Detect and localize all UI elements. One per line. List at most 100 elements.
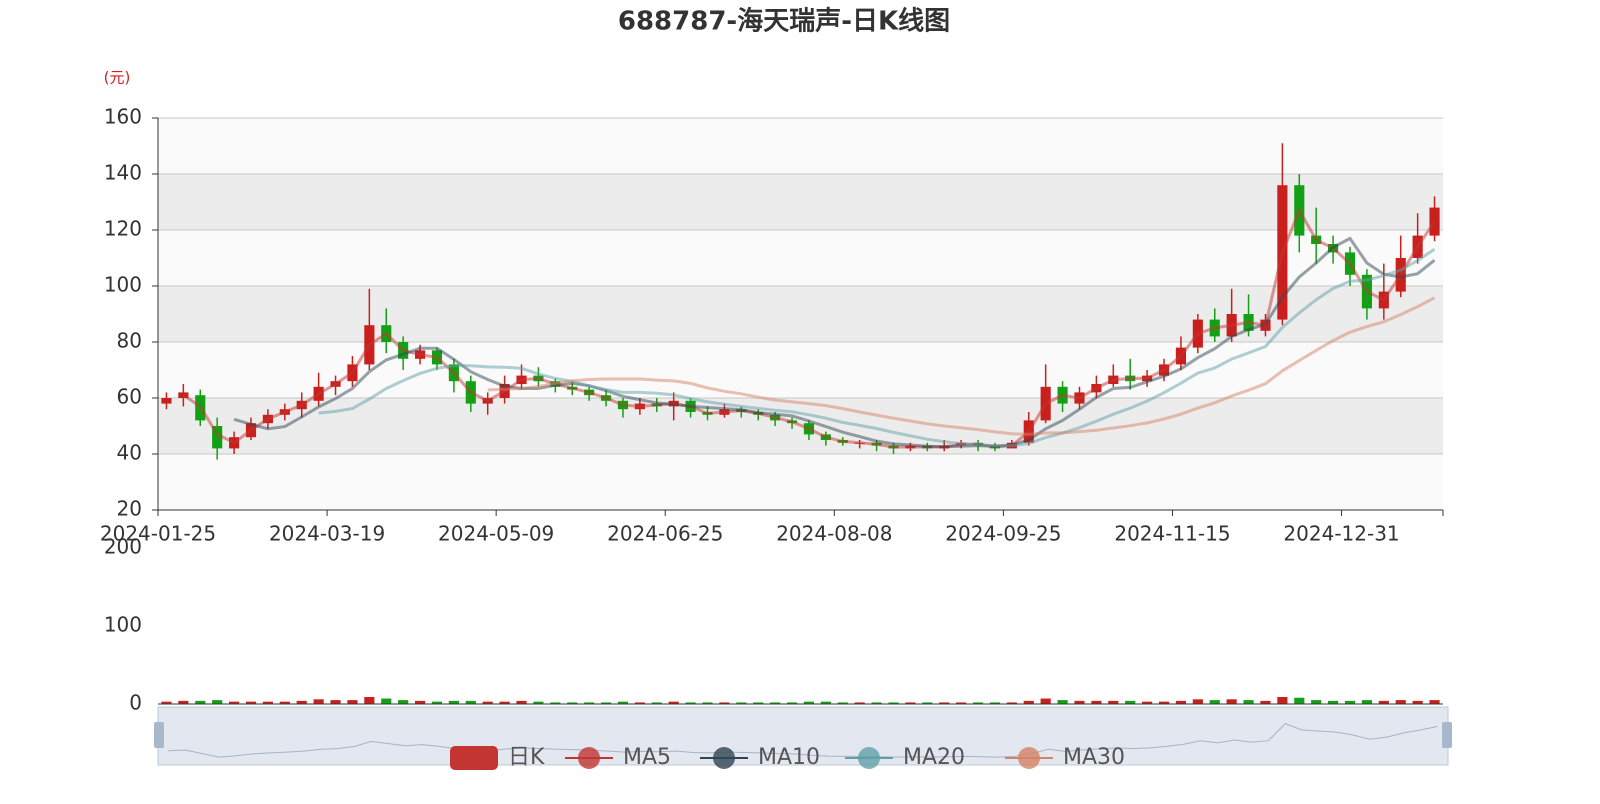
volume-bar (1311, 700, 1322, 704)
volume-bar (1378, 700, 1389, 704)
legend-icon[interactable] (1018, 747, 1040, 769)
volume-bar (854, 702, 865, 704)
volume-bar (415, 700, 426, 704)
volume-bar (262, 701, 273, 704)
volume-bar (1328, 700, 1339, 704)
chart-title: 688787-海天瑞声-日K线图 (618, 7, 950, 37)
volume-bar (668, 701, 679, 704)
volume-bar (1040, 698, 1051, 704)
volume-bar (550, 702, 561, 704)
zoom-handle-right[interactable] (1442, 722, 1452, 748)
volume-bar (972, 702, 984, 704)
volume-bar (1277, 696, 1288, 704)
volume-bar (651, 702, 662, 704)
x-tick-label: 2024-05-09 (438, 522, 554, 546)
volume-bar (753, 702, 764, 704)
volume-bar (1209, 700, 1220, 704)
volume-bar (770, 702, 781, 704)
volume-bar (888, 702, 899, 704)
volume-bar (905, 702, 916, 704)
legend-label[interactable]: 日K (508, 745, 545, 770)
split-area (158, 454, 1443, 510)
volume-bar (1175, 700, 1186, 704)
x-tick-label: 2024-11-15 (1114, 522, 1230, 546)
y-tick-label: 20 (117, 497, 142, 521)
legend-label[interactable]: MA10 (758, 745, 820, 770)
volume-bar (1243, 700, 1254, 704)
volume-bar (786, 702, 798, 704)
volume-bar (803, 701, 815, 704)
volume-tick-label: 100 (104, 613, 142, 637)
y-tick-label: 60 (117, 385, 142, 409)
legend-icon[interactable] (858, 747, 880, 769)
volume-tick-label: 200 (104, 535, 142, 559)
ma-line (182, 206, 1436, 449)
volume-bar (431, 701, 443, 704)
zoom-preview-line (168, 723, 1438, 758)
volume-bar (634, 702, 645, 704)
volume-bar (1344, 700, 1356, 704)
volume-bar (161, 701, 172, 704)
x-tick-label: 2024-08-08 (776, 522, 892, 546)
ma-line (318, 248, 1436, 448)
ma-line (487, 296, 1436, 436)
volume-bar (685, 702, 696, 704)
x-tick-label: 2024-12-31 (1283, 522, 1399, 546)
volume-bar (1057, 700, 1068, 704)
volume-bar (567, 702, 578, 704)
legend-label[interactable]: MA20 (903, 745, 965, 770)
volume-bar (1361, 700, 1372, 704)
split-area (158, 174, 1443, 230)
legend-icon[interactable] (578, 747, 600, 769)
volume-bar (871, 702, 882, 704)
volume-bar (1412, 700, 1423, 704)
volume-bar (1395, 700, 1406, 704)
volume-bar (178, 700, 189, 704)
y-tick-label: 160 (104, 105, 142, 129)
ma-line (233, 236, 1436, 449)
volume-bar (1158, 701, 1170, 704)
volume-bar (296, 700, 307, 704)
y-tick-label: 120 (104, 217, 142, 241)
volume-bar (347, 700, 358, 704)
split-area (158, 230, 1443, 286)
volume-bar (1429, 700, 1440, 704)
volume-bar (1006, 702, 1017, 704)
volume-bar (820, 701, 831, 704)
volume-bar (956, 702, 967, 704)
volume-bar (989, 702, 1001, 704)
volume-tick-label: 0 (129, 691, 142, 715)
legend-label[interactable]: MA5 (623, 745, 671, 770)
volume-bar (1091, 700, 1102, 704)
volume-bar (1023, 700, 1034, 704)
zoom-handle-left[interactable] (154, 722, 164, 748)
volume-bar (381, 698, 392, 704)
volume-bar (1074, 700, 1085, 704)
volume-bar (1142, 701, 1153, 704)
volume-bar (533, 701, 544, 704)
volume-bar (1260, 700, 1271, 704)
volume-bar (398, 700, 409, 704)
y-axis-unit: (元) (104, 69, 131, 87)
candle-body (161, 398, 172, 404)
volume-bar (1125, 700, 1136, 704)
y-tick-label: 40 (117, 441, 142, 465)
volume-bar (719, 702, 730, 704)
y-tick-label: 140 (104, 161, 142, 185)
x-tick-label: 2024-06-25 (607, 522, 723, 546)
legend-icon[interactable] (713, 747, 735, 769)
legend-label[interactable]: MA30 (1063, 745, 1125, 770)
volume-bar (1294, 697, 1305, 704)
volume-bar (516, 700, 527, 704)
volume-bar (1108, 700, 1119, 704)
volume-bar (600, 702, 612, 704)
volume-bar (922, 702, 933, 704)
y-tick-label: 100 (104, 273, 142, 297)
legend-icon[interactable] (450, 746, 498, 770)
zoom-slider[interactable] (157, 706, 1449, 766)
volume-bar (245, 701, 257, 704)
volume-bar (279, 701, 290, 704)
volume-bar (330, 700, 341, 704)
volume-bar (736, 702, 747, 704)
